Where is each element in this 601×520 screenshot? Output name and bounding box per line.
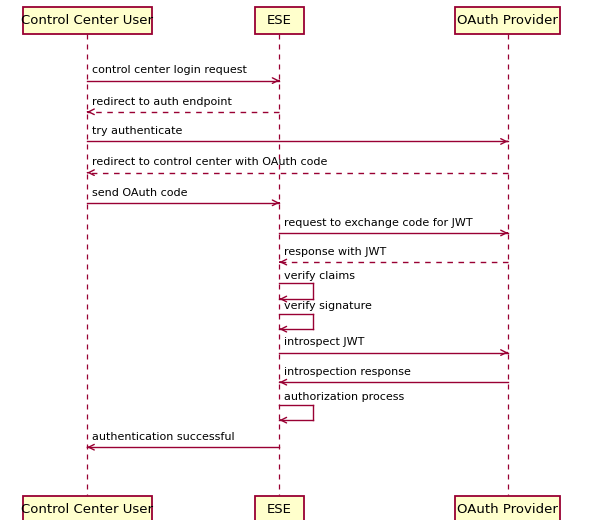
Text: try authenticate: try authenticate bbox=[92, 126, 182, 136]
Text: response with JWT: response with JWT bbox=[284, 247, 386, 257]
Bar bbox=[456, 7, 560, 34]
Text: send OAuth code: send OAuth code bbox=[92, 188, 188, 198]
Bar bbox=[22, 496, 151, 520]
Text: Control Center User: Control Center User bbox=[21, 503, 153, 516]
Text: ESE: ESE bbox=[267, 14, 292, 27]
Text: ESE: ESE bbox=[267, 503, 292, 516]
Text: introspect JWT: introspect JWT bbox=[284, 337, 365, 347]
Bar bbox=[22, 7, 151, 34]
Text: authorization process: authorization process bbox=[284, 392, 404, 402]
Text: verify signature: verify signature bbox=[284, 301, 372, 311]
Text: OAuth Provider: OAuth Provider bbox=[457, 14, 558, 27]
Text: control center login request: control center login request bbox=[92, 66, 247, 75]
Text: introspection response: introspection response bbox=[284, 367, 411, 377]
Text: authentication successful: authentication successful bbox=[92, 432, 234, 442]
Text: OAuth Provider: OAuth Provider bbox=[457, 503, 558, 516]
Text: verify claims: verify claims bbox=[284, 271, 355, 281]
Bar bbox=[255, 496, 304, 520]
Bar bbox=[456, 496, 560, 520]
Text: request to exchange code for JWT: request to exchange code for JWT bbox=[284, 218, 473, 228]
Text: redirect to control center with OAuth code: redirect to control center with OAuth co… bbox=[92, 158, 328, 167]
Text: Control Center User: Control Center User bbox=[21, 14, 153, 27]
Bar bbox=[255, 7, 304, 34]
Text: redirect to auth endpoint: redirect to auth endpoint bbox=[92, 97, 232, 107]
